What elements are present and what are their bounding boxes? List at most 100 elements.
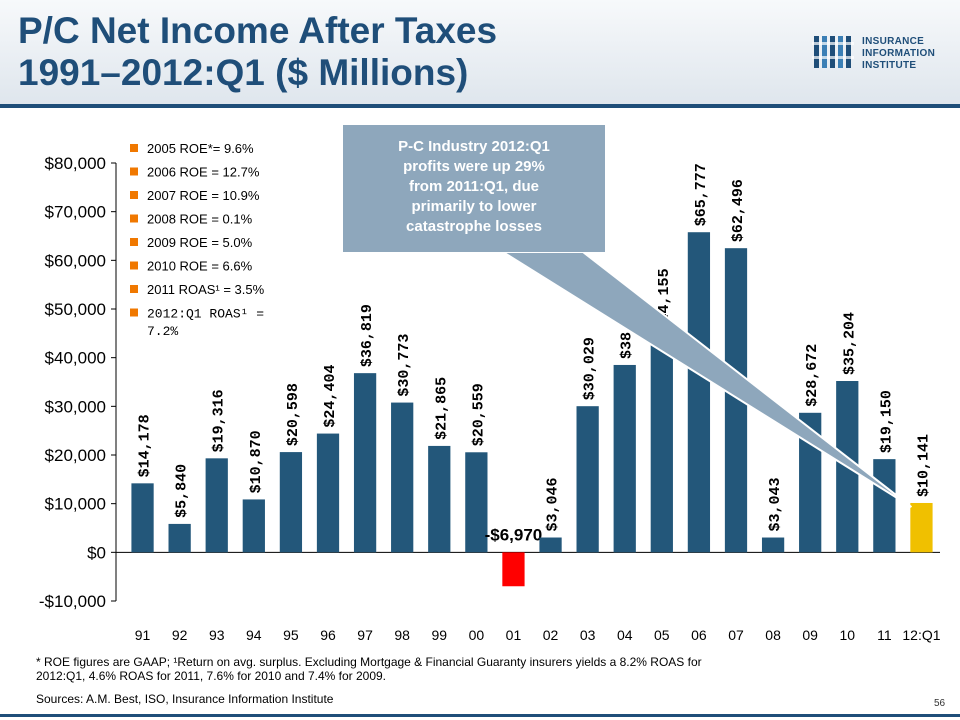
callout-box: P-C Industry 2012:Q1 profits were up 29% f… bbox=[343, 125, 913, 508]
x-tick-label: 94 bbox=[246, 627, 262, 643]
legend-bullet bbox=[130, 238, 138, 246]
source-note: Sources: A.M. Best, ISO, Insurance Infor… bbox=[36, 692, 334, 706]
x-tick-label: 11 bbox=[877, 627, 892, 643]
title-banner: P/C Net Income After Taxes 1991–2012:Q1 … bbox=[0, 0, 960, 104]
legend-item: 2010 ROE = 6.6% bbox=[147, 259, 253, 274]
bar-95 bbox=[279, 452, 303, 553]
footer-rule bbox=[0, 714, 960, 717]
bar-value-label: -$6,970 bbox=[485, 525, 543, 544]
x-tick-label: 08 bbox=[765, 627, 781, 643]
bar-05 bbox=[650, 337, 673, 553]
callout-line: primarily to lower bbox=[411, 198, 536, 215]
x-axis: 91 92 93 94 95 96 97 98 99 00 01 02 03 04 05 06 07 08 09 10… bbox=[135, 627, 941, 643]
logo-line-3: INSTITUTE bbox=[862, 60, 917, 71]
bar-value-label: $30,029 bbox=[582, 337, 599, 400]
footnote: * ROE figures are GAAP; ¹Return on avg. … bbox=[36, 655, 936, 683]
legend-item: 2012:Q1 ROAS¹ = bbox=[147, 307, 264, 322]
bar-value-label: $3,043 bbox=[767, 478, 784, 532]
y-tick-label: $10,000 bbox=[45, 495, 106, 514]
x-tick-label: 96 bbox=[320, 627, 336, 643]
legend-bullet bbox=[130, 261, 138, 270]
x-tick-label: 07 bbox=[728, 627, 744, 643]
x-tick-label: 00 bbox=[469, 627, 485, 643]
y-tick-label: $80,000 bbox=[45, 154, 106, 173]
legend-bullet bbox=[130, 144, 138, 152]
bar-value-label: $19,316 bbox=[211, 389, 228, 452]
bar-value-label: $62,496 bbox=[730, 179, 747, 242]
bar-value-label: $14,178 bbox=[137, 414, 154, 477]
y-tick-label: $60,000 bbox=[45, 251, 106, 270]
footnote-line-1: * ROE figures are GAAP; ¹Return on avg. … bbox=[36, 655, 702, 669]
bar-04 bbox=[613, 364, 636, 553]
bar-91 bbox=[131, 483, 154, 553]
y-tick-label: $20,000 bbox=[45, 446, 106, 465]
bar-97 bbox=[353, 373, 377, 553]
bar-00 bbox=[465, 452, 488, 553]
y-tick-label: $30,000 bbox=[45, 397, 106, 416]
bar-value-label: $28,672 bbox=[804, 344, 821, 407]
bar-value-label: $10,870 bbox=[248, 430, 265, 493]
bar-03 bbox=[576, 406, 599, 553]
bar-value-label: $19,150 bbox=[878, 390, 895, 453]
net-income-bar-chart: -$10,000 $0 $10,000 $20,000 $30,000 $40,000 $5… bbox=[39, 125, 941, 643]
logo-text: INSURANCE INFORMATION INSTITUTE bbox=[862, 36, 935, 72]
x-tick-label: 92 bbox=[172, 627, 188, 643]
legend-bullet bbox=[130, 191, 138, 199]
bar-value-label: $5,840 bbox=[174, 464, 191, 518]
logo-line-1: INSURANCE bbox=[862, 36, 925, 47]
bar-value-label: $21,865 bbox=[433, 377, 450, 440]
legend-item: 2007 ROE = 10.9% bbox=[147, 188, 260, 203]
x-tick-label: 10 bbox=[839, 627, 855, 643]
callout-line: P-C Industry 2012:Q1 bbox=[398, 138, 550, 155]
page-number: 56 bbox=[934, 698, 946, 709]
bar-value-label: $10,141 bbox=[915, 434, 932, 497]
bar-06 bbox=[687, 232, 711, 553]
x-tick-label: 97 bbox=[357, 627, 373, 643]
callout-line: profits were up 29% bbox=[403, 158, 545, 175]
x-tick-label: 05 bbox=[654, 627, 670, 643]
y-tick-label: $50,000 bbox=[45, 300, 106, 319]
legend-bullet bbox=[130, 214, 138, 223]
bar-value-label: $3,046 bbox=[545, 477, 562, 531]
title-underline bbox=[0, 104, 960, 108]
legend-item: 2011 ROAS¹ = 3.5% bbox=[147, 282, 265, 297]
iii-logo-icon bbox=[812, 36, 854, 68]
bar-92 bbox=[168, 523, 191, 553]
x-tick-label: 99 bbox=[431, 627, 447, 643]
y-tick-label: -$10,000 bbox=[39, 592, 106, 611]
legend-item: 2009 ROE = 5.0% bbox=[147, 235, 253, 250]
bar-value-label: $36,819 bbox=[359, 304, 376, 367]
y-tick-label: $40,000 bbox=[45, 349, 106, 368]
bar-value-label: $35,204 bbox=[841, 312, 858, 375]
callout-line: catastrophe losses bbox=[406, 218, 542, 235]
x-tick-label: 95 bbox=[283, 627, 299, 643]
legend-item: 7.2% bbox=[147, 324, 178, 339]
bar-value-label: $65,777 bbox=[693, 163, 710, 226]
x-tick-label: 06 bbox=[691, 627, 707, 643]
x-tick-label: 91 bbox=[135, 627, 151, 643]
bar-12:Q1 bbox=[910, 502, 933, 553]
bar-98 bbox=[391, 402, 414, 553]
bar-value-label: $24,404 bbox=[322, 365, 339, 428]
y-tick-label: $70,000 bbox=[45, 203, 106, 222]
y-tick-label: $0 bbox=[87, 543, 106, 562]
footnote-line-2: 2012:Q1, 4.6% ROAS for 2011, 7.6% for 20… bbox=[36, 669, 387, 683]
x-tick-label: 01 bbox=[506, 627, 522, 643]
callout-line: from 2011:Q1, due bbox=[409, 178, 539, 195]
x-tick-label: 12:Q1 bbox=[902, 627, 940, 643]
title-line-2: 1991–2012:Q1 ($ Millions) bbox=[18, 52, 469, 93]
legend-bullet bbox=[130, 167, 138, 176]
x-tick-label: 04 bbox=[617, 627, 633, 643]
legend-item: 2008 ROE = 0.1% bbox=[147, 212, 253, 227]
callout-background bbox=[343, 125, 605, 252]
bar-96 bbox=[316, 433, 340, 553]
bar-07 bbox=[724, 248, 748, 553]
bar-value-label: $20,559 bbox=[470, 383, 487, 446]
bar-02 bbox=[539, 537, 562, 553]
bar-11 bbox=[873, 459, 896, 553]
x-tick-label: 03 bbox=[580, 627, 596, 643]
bar-value-label: $30,773 bbox=[396, 334, 413, 397]
legend-bullet bbox=[130, 308, 138, 317]
logo-line-2: INFORMATION bbox=[862, 48, 936, 59]
bar-94 bbox=[242, 499, 265, 553]
